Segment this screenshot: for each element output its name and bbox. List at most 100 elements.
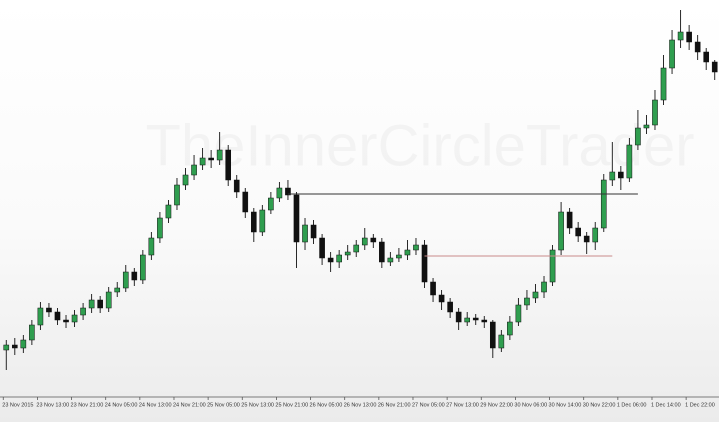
candle-body [310,224,317,239]
candle-body [276,187,283,199]
candle-body [370,237,377,243]
candle-body [481,319,488,323]
candle-body [635,127,641,146]
x-tick-label: 27 Nov 05:00 [412,402,445,408]
x-tick-label: 27 Nov 13:00 [446,402,479,408]
candle-body [387,257,394,263]
x-tick-label: 25 Nov 21:00 [275,402,308,408]
candle-body [421,244,428,283]
candle-body [507,321,513,336]
candle-body [63,319,69,323]
candle-body [541,281,547,293]
candle-body [686,31,692,43]
candle-body [54,311,61,321]
candle-body [122,271,129,289]
candle-body [626,144,633,179]
x-tick-label: 23 Nov 2015 [2,402,33,408]
candle-body [600,179,607,229]
candle-body [660,67,667,101]
candle-body [165,204,172,219]
x-tick-label: 24 Nov 13:00 [139,402,172,408]
candle-body [430,281,436,296]
candle-body [438,294,445,303]
x-tick-label: 23 Nov 13:00 [36,402,69,408]
candle-body [268,197,274,211]
candle-body [669,39,675,69]
candle-body [105,291,112,309]
candle-body [549,249,556,283]
x-tick-label: 26 Nov 21:00 [378,402,411,408]
x-tick-label: 1 Dec 22:00 [685,402,715,408]
candle-body [3,344,10,351]
candle-body [703,51,710,63]
x-tick-label: 30 Nov 22:00 [583,402,616,408]
candle-body [225,149,232,181]
x-tick-label: 29 Nov 22:00 [480,402,513,408]
candle-body [575,227,581,237]
candle-body [71,314,78,323]
x-tick-label: 30 Nov 06:00 [514,402,547,408]
candle-body [643,124,650,129]
candle-body [532,291,539,299]
candle-body [558,211,564,251]
candle-body [592,227,599,243]
candle-body [524,297,530,306]
candle-body [327,257,334,263]
candle-body [191,164,197,176]
candle-body [396,254,402,259]
candle-body [404,249,411,256]
candle-body [319,237,325,259]
candle-body [677,31,684,41]
candle-body [447,301,453,313]
candle-body [566,211,573,229]
candle-body [583,235,590,243]
candle-body [242,191,249,213]
candle-body [174,184,180,206]
x-tick-label: 26 Nov 13:00 [344,402,377,408]
x-tick-label: 23 Nov 21:00 [71,402,104,408]
candle-body [259,209,266,233]
candle-body [88,299,95,309]
candle-body [11,344,18,349]
candle-body [711,61,718,73]
candle-body [140,254,146,281]
candle-body [216,149,223,161]
candle-body [489,321,496,349]
candle-body [694,41,701,53]
candle-body [80,307,86,316]
candle-body [131,271,138,281]
candle-body [455,311,462,323]
x-tick-label: 1 Dec 06:00 [617,402,647,408]
x-tick-label: 1 Dec 14:00 [651,402,681,408]
candle-body [361,237,368,246]
candle-body [413,244,419,251]
candle-body [379,241,385,263]
candle-body [498,334,505,349]
candle-body [97,299,103,309]
candle-body [46,307,52,313]
candle-body [157,217,163,239]
x-tick-label: 24 Nov 21:00 [173,402,206,408]
candle-body [618,171,624,179]
candle-body [37,307,44,326]
candle-body [233,179,240,193]
candle-body [148,237,155,256]
candle-body [114,287,121,293]
candle-body [652,99,658,126]
x-tick-label: 25 Nov 05:00 [207,402,240,408]
candle-body [29,324,35,341]
candle-body [20,339,27,349]
candle-body [199,157,206,166]
x-tick-label: 24 Nov 05:00 [105,402,138,408]
candle-body [208,157,214,161]
candle-body [293,194,300,243]
candle-body [609,171,616,181]
x-tick-label: 25 Nov 13:00 [241,402,274,408]
x-tick-label: 30 Nov 14:00 [549,402,582,408]
candle-body [336,254,342,263]
candle-body [353,244,360,253]
candle-body [302,224,308,243]
